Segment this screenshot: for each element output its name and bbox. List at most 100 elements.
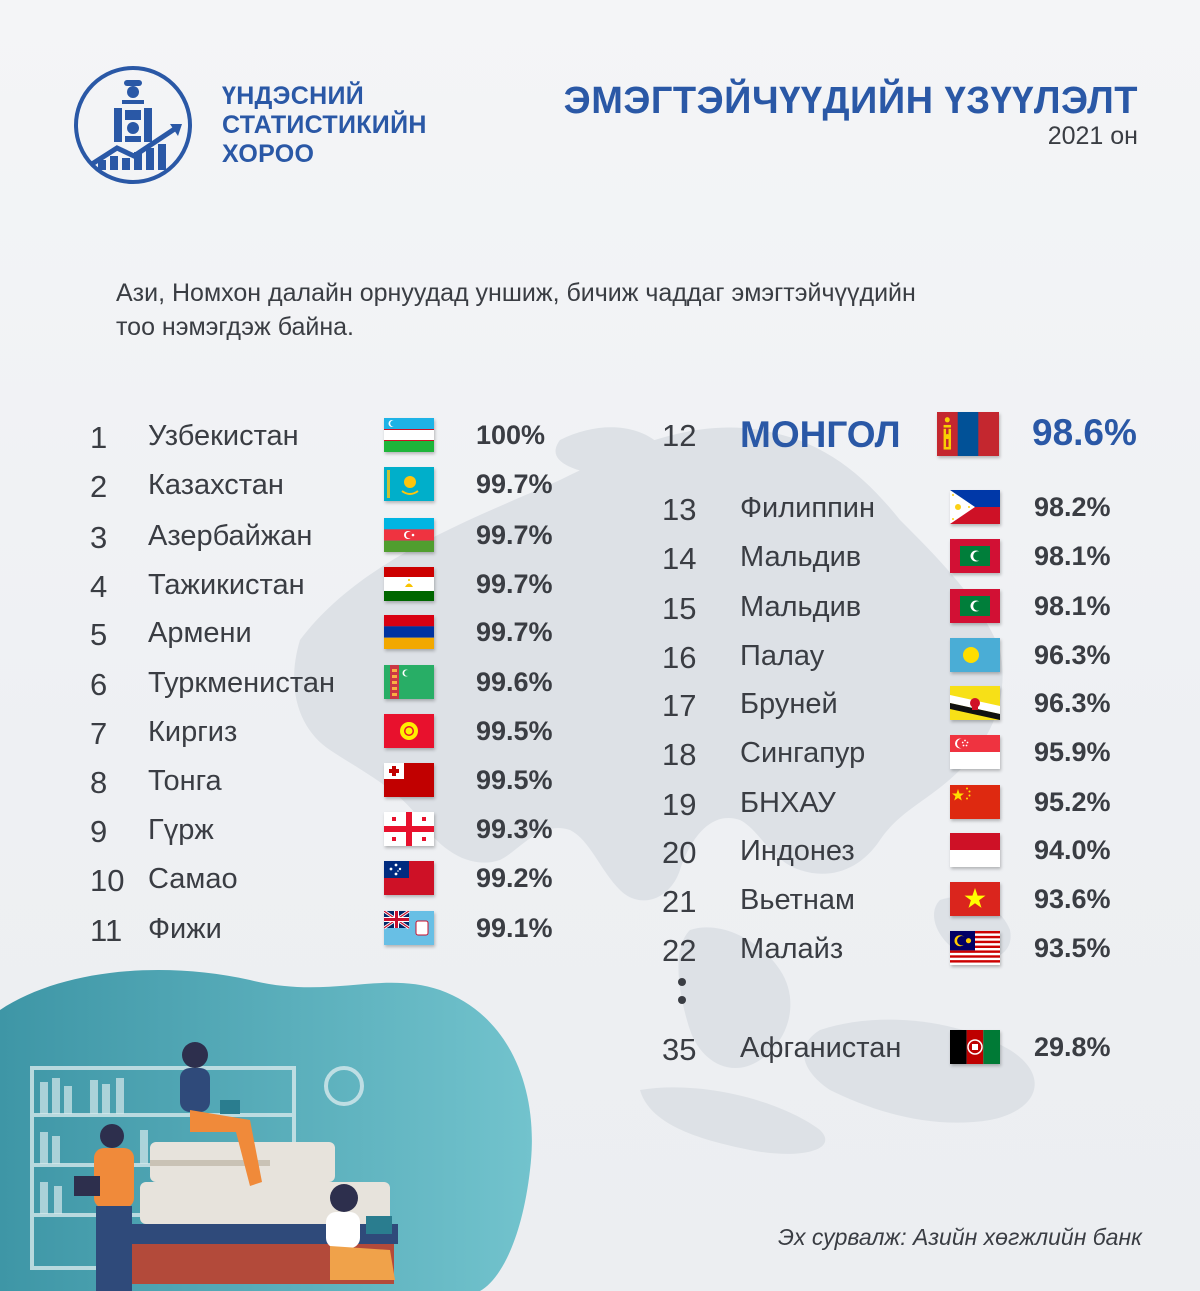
country-name: БНХАУ — [740, 787, 836, 819]
literacy-rate: 98.2% — [1034, 492, 1111, 522]
ranking-row: 5 Армени 99.7% — [90, 611, 570, 657]
country-name: Азербайжан — [148, 520, 313, 552]
rank-number: 10 — [90, 863, 125, 898]
ranking-row: 16 Палау 96.3% — [662, 634, 1142, 680]
ranking-row: 17 Бруней 96.3% — [662, 682, 1142, 728]
ranking-row: 11 Фижи 99.1% — [90, 907, 570, 953]
rank-number: 4 — [90, 569, 108, 604]
country-name: Афганистан — [740, 1032, 902, 1064]
literacy-rate: 94.0% — [1034, 835, 1111, 865]
armenia-flag-icon — [384, 615, 434, 649]
ranking-row: 2 Казахстан 99.7% — [90, 463, 570, 509]
country-name: Сингапур — [740, 737, 866, 769]
ranking-row: 22 Малайз 93.5% — [662, 927, 1142, 973]
rank-number: 20 — [662, 835, 697, 870]
turkmenistan-flag-icon — [384, 665, 434, 699]
rank-number: 19 — [662, 787, 697, 822]
samoa-flag-icon — [384, 861, 434, 895]
country-name: Тонга — [148, 765, 222, 797]
ranking-row: 4 Тажикистан 99.7% — [90, 563, 570, 609]
country-name: Филиппин — [740, 492, 875, 524]
ellipsis-dots — [672, 978, 692, 1014]
country-name: Бруней — [740, 688, 838, 720]
rank-number: 9 — [90, 814, 108, 849]
tajikistan-flag-icon — [384, 567, 434, 601]
country-name: МОНГОЛ — [740, 414, 901, 455]
ranking-row: 20 Индонез 94.0% — [662, 829, 1142, 875]
country-name: Узбекистан — [148, 420, 299, 452]
literacy-rate: 29.8% — [1034, 1032, 1111, 1062]
ranking-row: 10 Самао 99.2% — [90, 857, 570, 903]
rank-number: 8 — [90, 765, 108, 800]
country-name: Палау — [740, 640, 825, 672]
rank-number: 7 — [90, 716, 108, 751]
rank-number: 18 — [662, 737, 697, 772]
literacy-rate: 99.5% — [476, 765, 553, 795]
uzbekistan-flag-icon — [384, 418, 434, 452]
ranking-row: 8 Тонга 99.5% — [90, 759, 570, 805]
literacy-rate: 99.7% — [476, 520, 553, 550]
country-name: Киргиз — [148, 716, 238, 748]
literacy-rate: 100% — [476, 420, 546, 450]
organization-name: ҮНДЭСНИЙ СТАТИСТИКИЙН ХОРОО — [222, 82, 427, 169]
china-flag-icon — [950, 785, 1000, 819]
country-name: Казахстан — [148, 469, 284, 501]
brunei-flag-icon — [950, 686, 1000, 720]
rank-number: 16 — [662, 640, 697, 675]
literacy-rate: 99.7% — [476, 617, 553, 647]
fiji-flag-icon — [384, 911, 434, 945]
rank-number: 17 — [662, 688, 697, 723]
literacy-rate: 99.1% — [476, 913, 553, 943]
rank-number: 3 — [90, 520, 108, 555]
rank-number: 11 — [90, 913, 123, 948]
org-line: ХОРОО — [222, 140, 315, 168]
rank-number: 14 — [662, 541, 697, 576]
ranking-row: 19 БНХАУ 95.2% — [662, 781, 1142, 827]
ranking-row: 3 Азербайжан 99.7% — [90, 514, 570, 560]
women-reading-illustration — [0, 970, 532, 1291]
report-year: 2021 он — [1047, 122, 1138, 150]
maldives-flag-icon — [950, 539, 1000, 573]
rank-number: 2 — [90, 469, 108, 504]
country-name: Тажикистан — [148, 569, 305, 601]
literacy-rate: 95.9% — [1034, 737, 1111, 767]
literacy-rate: 99.7% — [476, 469, 553, 499]
rank-number: 15 — [662, 591, 697, 626]
literacy-rate: 99.3% — [476, 814, 553, 844]
literacy-rate: 98.1% — [1034, 591, 1111, 621]
afghanistan-flag-icon — [950, 1030, 1000, 1064]
country-name: Вьетнам — [740, 884, 855, 916]
org-line: СТАТИСТИКИЙН — [222, 111, 427, 139]
rank-number: 5 — [90, 617, 108, 652]
ranking-row: 1 Узбекистан 100% — [90, 414, 570, 460]
ranking-row-highlight: 12 МОНГОЛ 98.6% — [662, 412, 1142, 458]
source-note: Эх сурвалж: Азийн хөгжлийн банк — [778, 1224, 1142, 1250]
literacy-rate: 99.5% — [476, 716, 553, 746]
rank-number: 13 — [662, 492, 697, 527]
rank-number: 6 — [90, 667, 108, 702]
country-name: Индонез — [740, 835, 855, 867]
literacy-rate: 99.7% — [476, 569, 553, 599]
literacy-rate: 99.2% — [476, 863, 553, 893]
literacy-rate: 96.3% — [1034, 640, 1111, 670]
philippines-flag-icon — [950, 490, 1000, 524]
subtitle-line: Ази, Номхон далайн орнуудад уншиж, бичиж… — [116, 279, 916, 307]
country-name: Малайз — [740, 933, 844, 965]
rank-number: 22 — [662, 933, 697, 968]
ranking-row: 6 Туркменистан 99.6% — [90, 661, 570, 707]
georgia-flag-icon — [384, 812, 434, 846]
tonga-flag-icon — [384, 763, 434, 797]
rank-number: 21 — [662, 884, 697, 919]
ranking-row: 35 Афганистан 29.8% — [662, 1026, 1142, 1072]
palau-flag-icon — [950, 638, 1000, 672]
singapore-flag-icon — [950, 735, 1000, 769]
literacy-rate: 96.3% — [1034, 688, 1111, 718]
ranking-row: 13 Филиппин 98.2% — [662, 486, 1142, 532]
literacy-rate: 98.6% — [1032, 412, 1137, 453]
ranking-row: 15 Мальдив 98.1% — [662, 585, 1142, 631]
literacy-rate: 95.2% — [1034, 787, 1111, 817]
rank-number: 1 — [90, 420, 108, 455]
ranking-row: 7 Киргиз 99.5% — [90, 710, 570, 756]
ranking-row: 18 Сингапур 95.9% — [662, 731, 1142, 777]
